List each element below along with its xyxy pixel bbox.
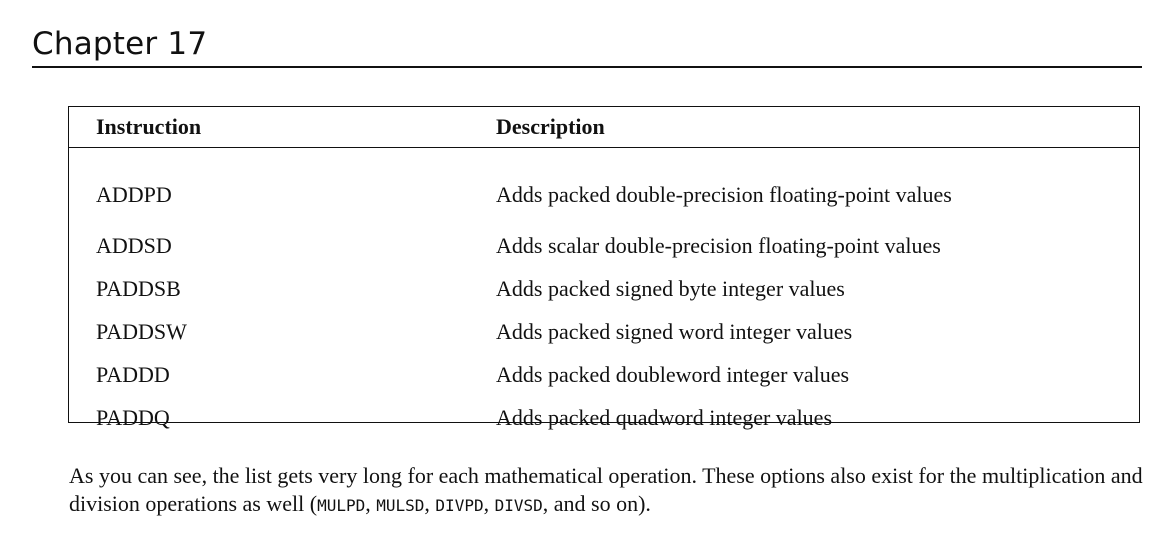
description-cell: Adds packed signed byte integer values: [496, 275, 845, 301]
instruction-table-frame: Instruction Description ADDPD Adds packe…: [68, 106, 1140, 430]
description-cell: Adds packed doubleword integer values: [496, 361, 850, 387]
separator: ,: [424, 491, 436, 516]
instruction-cell: ADDSD: [96, 232, 172, 258]
description-cell: Adds scalar double-precision floating-po…: [496, 232, 941, 258]
table-row: PADDSB Adds packed signed byte integer v…: [69, 267, 1139, 310]
paragraph-text-end: , and so on).: [542, 491, 651, 516]
table-row: PADDSW Adds packed signed word integer v…: [69, 310, 1139, 353]
instruction-cell: PADDSW: [96, 318, 187, 344]
description-cell: Adds packed signed word integer values: [496, 318, 853, 344]
page-header: Chapter 17: [32, 22, 1142, 68]
table-row: ADDSD Adds scalar double-precision float…: [69, 224, 1139, 267]
body-paragraph: As you can see, the list gets very long …: [69, 462, 1149, 520]
table-row: PADDQ Adds packed quadword integer value…: [69, 396, 1139, 439]
code-mulsd: MULSD: [376, 496, 425, 515]
code-divsd: DIVSD: [494, 496, 543, 515]
separator: ,: [365, 491, 377, 516]
column-header-instruction: Instruction: [69, 107, 496, 148]
instruction-cell: PADDD: [96, 361, 170, 387]
paragraph-text: As you can see, the list gets very long …: [69, 463, 1143, 516]
table-header-row: Instruction Description: [69, 107, 1139, 148]
description-cell: Adds packed quadword integer values: [496, 404, 833, 430]
code-mulpd: MULPD: [317, 496, 366, 515]
column-header-description: Description: [496, 107, 1139, 148]
instruction-cell: ADDPD: [96, 182, 172, 207]
separator: ,: [483, 491, 495, 516]
table-row: PADDD Adds packed doubleword integer val…: [69, 353, 1139, 396]
chapter-title: Chapter 17: [32, 26, 208, 62]
instruction-cell: PADDSB: [96, 275, 181, 301]
table-row: ADDPD Adds packed double-precision float…: [69, 148, 1139, 225]
instruction-cell: PADDQ: [96, 404, 170, 430]
description-cell: Adds packed double-precision floating-po…: [496, 182, 952, 207]
code-divpd: DIVPD: [435, 496, 484, 515]
instruction-table: Instruction Description ADDPD Adds packe…: [69, 107, 1139, 439]
